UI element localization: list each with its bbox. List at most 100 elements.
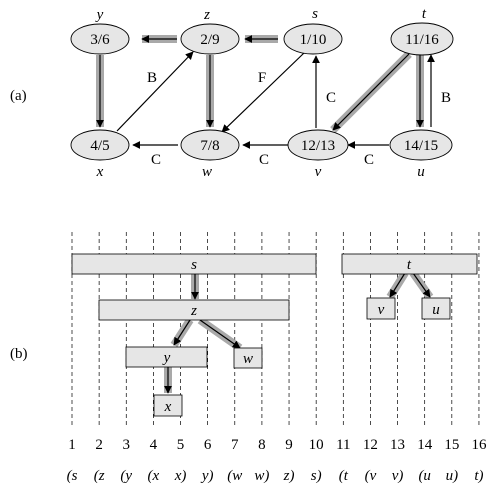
vertex-v: 12/13 v: [287, 129, 349, 180]
part-a-label: (a): [10, 88, 27, 104]
interval-bar-s: s: [71, 253, 317, 275]
time-tick-label: 3: [123, 437, 131, 453]
vertex-t-times: 11/16: [405, 32, 439, 48]
parenthesis-token: v): [392, 468, 404, 484]
vertex-v-times: 12/13: [301, 138, 335, 154]
edge-x-z: [116, 51, 194, 132]
vertex-w-shape: [180, 129, 240, 161]
vertex-v-name: v: [315, 164, 322, 180]
forest-edge-t-u: [412, 272, 431, 298]
interval-bar-z: z: [98, 299, 290, 321]
time-tick-label: 6: [204, 437, 212, 453]
time-tick-label: 13: [390, 437, 405, 453]
vertex-x-shape: [70, 129, 130, 161]
interval-bar-w-rect: [233, 347, 263, 369]
parenthesis-token: (y: [120, 468, 132, 484]
interval-bar-s-rect: [71, 253, 317, 275]
interval-bar-x-label: x: [164, 399, 172, 415]
vertex-u-times: 14/15: [404, 138, 438, 154]
vertex-u: 14/15 u: [389, 129, 453, 180]
interval-bar-z-label: z: [190, 303, 197, 319]
parenthesis-token: s): [311, 468, 322, 484]
interval-bar-v-rect: [366, 297, 396, 320]
time-tick-label: 14: [417, 437, 433, 453]
vertex-x-name: x: [96, 164, 104, 180]
vertex-u-name: u: [417, 164, 425, 180]
time-tick-label: 16: [471, 437, 487, 453]
interval-bar-v: v: [366, 297, 396, 320]
parenthesis-token: (u: [418, 468, 431, 484]
time-tick-label: 1: [68, 437, 76, 453]
vertex-x-times: 4/5: [90, 138, 109, 154]
interval-bar-t-rect: [341, 253, 478, 275]
vertex-z-shape: [180, 23, 240, 55]
vertex-x: 4/5 x: [70, 129, 130, 180]
interval-bar-t: t: [341, 253, 478, 275]
time-tick-label: 5: [177, 437, 185, 453]
edge-label-v-w: C: [259, 152, 269, 168]
time-tick-label: 15: [444, 437, 459, 453]
vertex-t-shape: [390, 22, 454, 56]
vertex-s-times: 1/10: [300, 32, 327, 48]
forest-edge-z-w: [199, 319, 241, 349]
interval-bar-y-rect: [125, 346, 208, 368]
interval-bar-u-label: u: [432, 302, 440, 318]
interval-bar-z-rect: [98, 299, 290, 321]
interval-bar-y: y: [125, 346, 208, 368]
interval-bar-x: x: [153, 394, 183, 417]
time-tick-labels: 1 2 3 4 5 6 7 8 9 10 11 12 13 14 15 16: [68, 437, 487, 453]
vertex-w-name: w: [202, 164, 212, 180]
graph-part-a: (a) B F C B: [10, 6, 454, 180]
edge-label-u-t: B: [441, 90, 451, 106]
vertex-y-times: 3/6: [90, 32, 110, 48]
forest-edges: [164, 272, 431, 394]
interval-bar-x-rect: [153, 394, 183, 417]
vertex-z-times: 2/9: [200, 32, 219, 48]
interval-bar-w-label: w: [243, 351, 253, 367]
parenthesis-token: u): [446, 468, 459, 484]
parenthesis-token: (x: [148, 468, 160, 484]
time-tick-label: 10: [309, 437, 324, 453]
edge-label-s-w: F: [258, 70, 266, 86]
vertex-z: 2/9 z: [180, 7, 240, 55]
parenthesis-token: x): [174, 468, 187, 484]
vertex-y-shape: [70, 23, 130, 55]
parenthesis-token: (w: [227, 468, 242, 484]
time-tick-label: 11: [336, 437, 350, 453]
parenthesis-token: w): [254, 468, 269, 484]
vertex-w: 7/8 w: [180, 129, 240, 180]
vertex-t: 11/16 t: [390, 6, 454, 56]
time-tick-label: 9: [285, 437, 293, 453]
vertex-y: 3/6 y: [70, 7, 130, 55]
vertex-v-shape: [287, 129, 349, 161]
time-tick-label: 8: [258, 437, 266, 453]
time-tick-label: 7: [231, 437, 239, 453]
parenthesis-token: y): [200, 468, 214, 484]
interval-bar-v-label: v: [378, 302, 385, 318]
interval-bar-t-label: t: [407, 257, 412, 273]
interval-bar-s-label: s: [191, 257, 197, 273]
parenthesis-part-b: (b) s t z: [10, 232, 487, 484]
vertex-t-name: t: [422, 6, 427, 22]
interval-bar-u-rect: [421, 297, 451, 320]
interval-bar-w: w: [233, 347, 263, 369]
parenthesis-token: t): [474, 468, 483, 484]
parenthesis-token: (v: [365, 468, 377, 484]
part-b-label: (b): [10, 346, 28, 362]
edge-s-w: [221, 52, 305, 133]
edge-label-w-x: C: [151, 152, 161, 168]
edge-label-v-s: C: [326, 90, 336, 106]
vertex-s: 1/10 s: [283, 6, 343, 55]
vertex-y-name: y: [95, 7, 104, 23]
parenthesis-token: (z: [94, 468, 105, 484]
time-grid-lines: [71, 232, 480, 428]
time-tick-label: 4: [150, 437, 158, 453]
vertex-s-name: s: [312, 6, 318, 22]
vertex-w-times: 7/8: [200, 138, 219, 154]
interval-bar-y-label: y: [162, 350, 171, 366]
edge-label-u-v: C: [364, 152, 374, 168]
parenthesis-token: (s: [67, 468, 78, 484]
forest-edge-z-y: [173, 319, 191, 346]
forest-edge-t-v: [389, 272, 406, 298]
